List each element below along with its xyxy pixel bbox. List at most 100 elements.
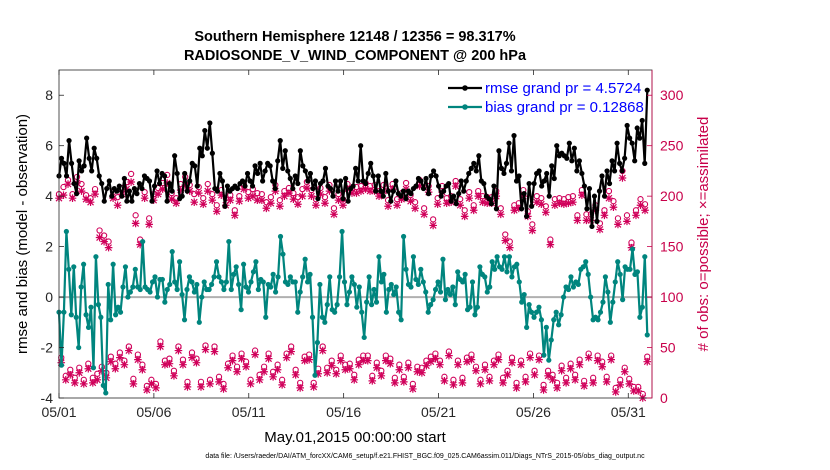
right-y-axis: 0 50 100 150 200 250 300 — [647, 87, 684, 406]
obs-assimilated-point — [280, 192, 289, 200]
bias-point — [332, 309, 338, 315]
bias-point — [130, 284, 136, 290]
rmse-point — [353, 165, 359, 171]
obs-assimilated-point — [79, 380, 88, 388]
bias-point — [602, 274, 609, 280]
obs-assimilated-point — [70, 379, 79, 387]
obs-assimilated-point — [400, 378, 408, 386]
rmse-point — [252, 163, 258, 169]
bias-point — [324, 302, 330, 308]
bias-point — [514, 261, 520, 267]
rmse-point — [644, 87, 650, 93]
bias-point — [432, 286, 439, 293]
obs-assimilated-point — [600, 211, 609, 220]
obs-assimilated-point — [64, 180, 72, 188]
obs-assimilated-point — [167, 195, 176, 203]
rmse-point — [433, 173, 439, 179]
bias-point — [113, 312, 119, 318]
bias-point — [105, 281, 111, 288]
bias-point — [450, 284, 456, 290]
obs-possible-point — [132, 212, 139, 219]
bias-point — [364, 299, 370, 305]
bias-point — [580, 264, 586, 270]
bias-point — [506, 254, 513, 260]
obs-assimilated-point — [224, 363, 232, 372]
bias-point — [376, 254, 382, 260]
bias-point — [349, 274, 355, 280]
obs-assimilated-point — [546, 240, 555, 249]
obs-assimilated-point — [345, 364, 354, 373]
rmse-point — [629, 140, 635, 146]
obs-assimilated-point — [481, 365, 489, 374]
obs-assimilated-point — [377, 371, 386, 380]
obs-assimilated-point — [233, 367, 241, 376]
bias-point — [565, 286, 572, 293]
chart-subtitle: RADIOSONDE_V_WIND_COMPONENT @ 200 hPa — [184, 48, 527, 64]
bias-point — [546, 357, 552, 363]
obs-assimilated-point — [267, 199, 275, 208]
bias-point — [226, 238, 232, 245]
rmse-point — [192, 163, 198, 169]
obs-assimilated-point — [578, 191, 586, 199]
rmse-point — [461, 188, 467, 194]
bias-point — [489, 259, 495, 265]
obs-assimilated-point — [206, 380, 214, 388]
bias-point — [583, 259, 589, 265]
obs-assimilated-point — [569, 198, 577, 207]
obs-assimilated-point — [526, 353, 534, 362]
obs-assimilated-point — [203, 187, 212, 195]
obs-assimilated-point — [161, 360, 169, 369]
obs-assimilated-point — [352, 189, 361, 197]
bias-point — [127, 289, 133, 295]
bias-point — [528, 309, 535, 315]
bias-point — [177, 259, 183, 265]
right-y-tick-label: 250 — [660, 138, 684, 154]
rmse-point — [167, 180, 173, 187]
obs-assimilated-point — [361, 185, 370, 193]
rmse-point — [114, 188, 120, 194]
bias-point — [297, 289, 303, 295]
bias-point — [398, 317, 404, 323]
rmse-point — [63, 173, 70, 179]
rmse-point — [358, 143, 364, 149]
rmse-point — [267, 163, 273, 169]
obs-assimilated-point — [336, 356, 345, 365]
bias-point — [209, 281, 215, 288]
obs-assimilated-point — [287, 347, 295, 356]
left-y-tick-label: -2 — [41, 340, 54, 356]
obs-assimilated-point — [242, 362, 250, 371]
obs-assimilated-point — [228, 356, 237, 365]
obs-assimilated-point — [643, 357, 652, 366]
rmse-point — [297, 148, 303, 154]
rmse-point — [388, 198, 394, 204]
bias-point — [536, 304, 542, 310]
obs-assimilated-point — [451, 182, 460, 190]
bias-point — [243, 284, 249, 290]
rmse-point — [262, 168, 268, 174]
x-tick-label: 05/26 — [516, 404, 551, 420]
obs-assimilated-point — [573, 216, 582, 225]
plot-area — [55, 87, 652, 402]
rmse-point — [131, 185, 138, 192]
bias-point — [501, 254, 508, 260]
obs-assimilated-point — [551, 201, 559, 210]
bias-point — [73, 314, 79, 320]
rmse-point — [277, 138, 283, 144]
rmse-point — [106, 178, 112, 184]
bias-point — [428, 302, 434, 308]
obs-assimilated-point — [194, 189, 203, 197]
obs-assimilated-point — [140, 194, 149, 202]
rmse-point — [310, 185, 316, 192]
right-y-tick-label: 150 — [660, 239, 684, 255]
bias-point — [327, 274, 333, 280]
rmse-point — [322, 165, 329, 171]
rmse-point — [270, 178, 276, 184]
obs-assimilated-point — [327, 361, 336, 370]
obs-assimilated-point — [422, 361, 431, 370]
rmse-point — [539, 183, 545, 189]
bias-point — [322, 319, 328, 325]
bias-point — [218, 279, 225, 285]
rmse-point — [378, 188, 384, 194]
bias-point — [359, 309, 365, 315]
bias-point — [371, 286, 377, 293]
